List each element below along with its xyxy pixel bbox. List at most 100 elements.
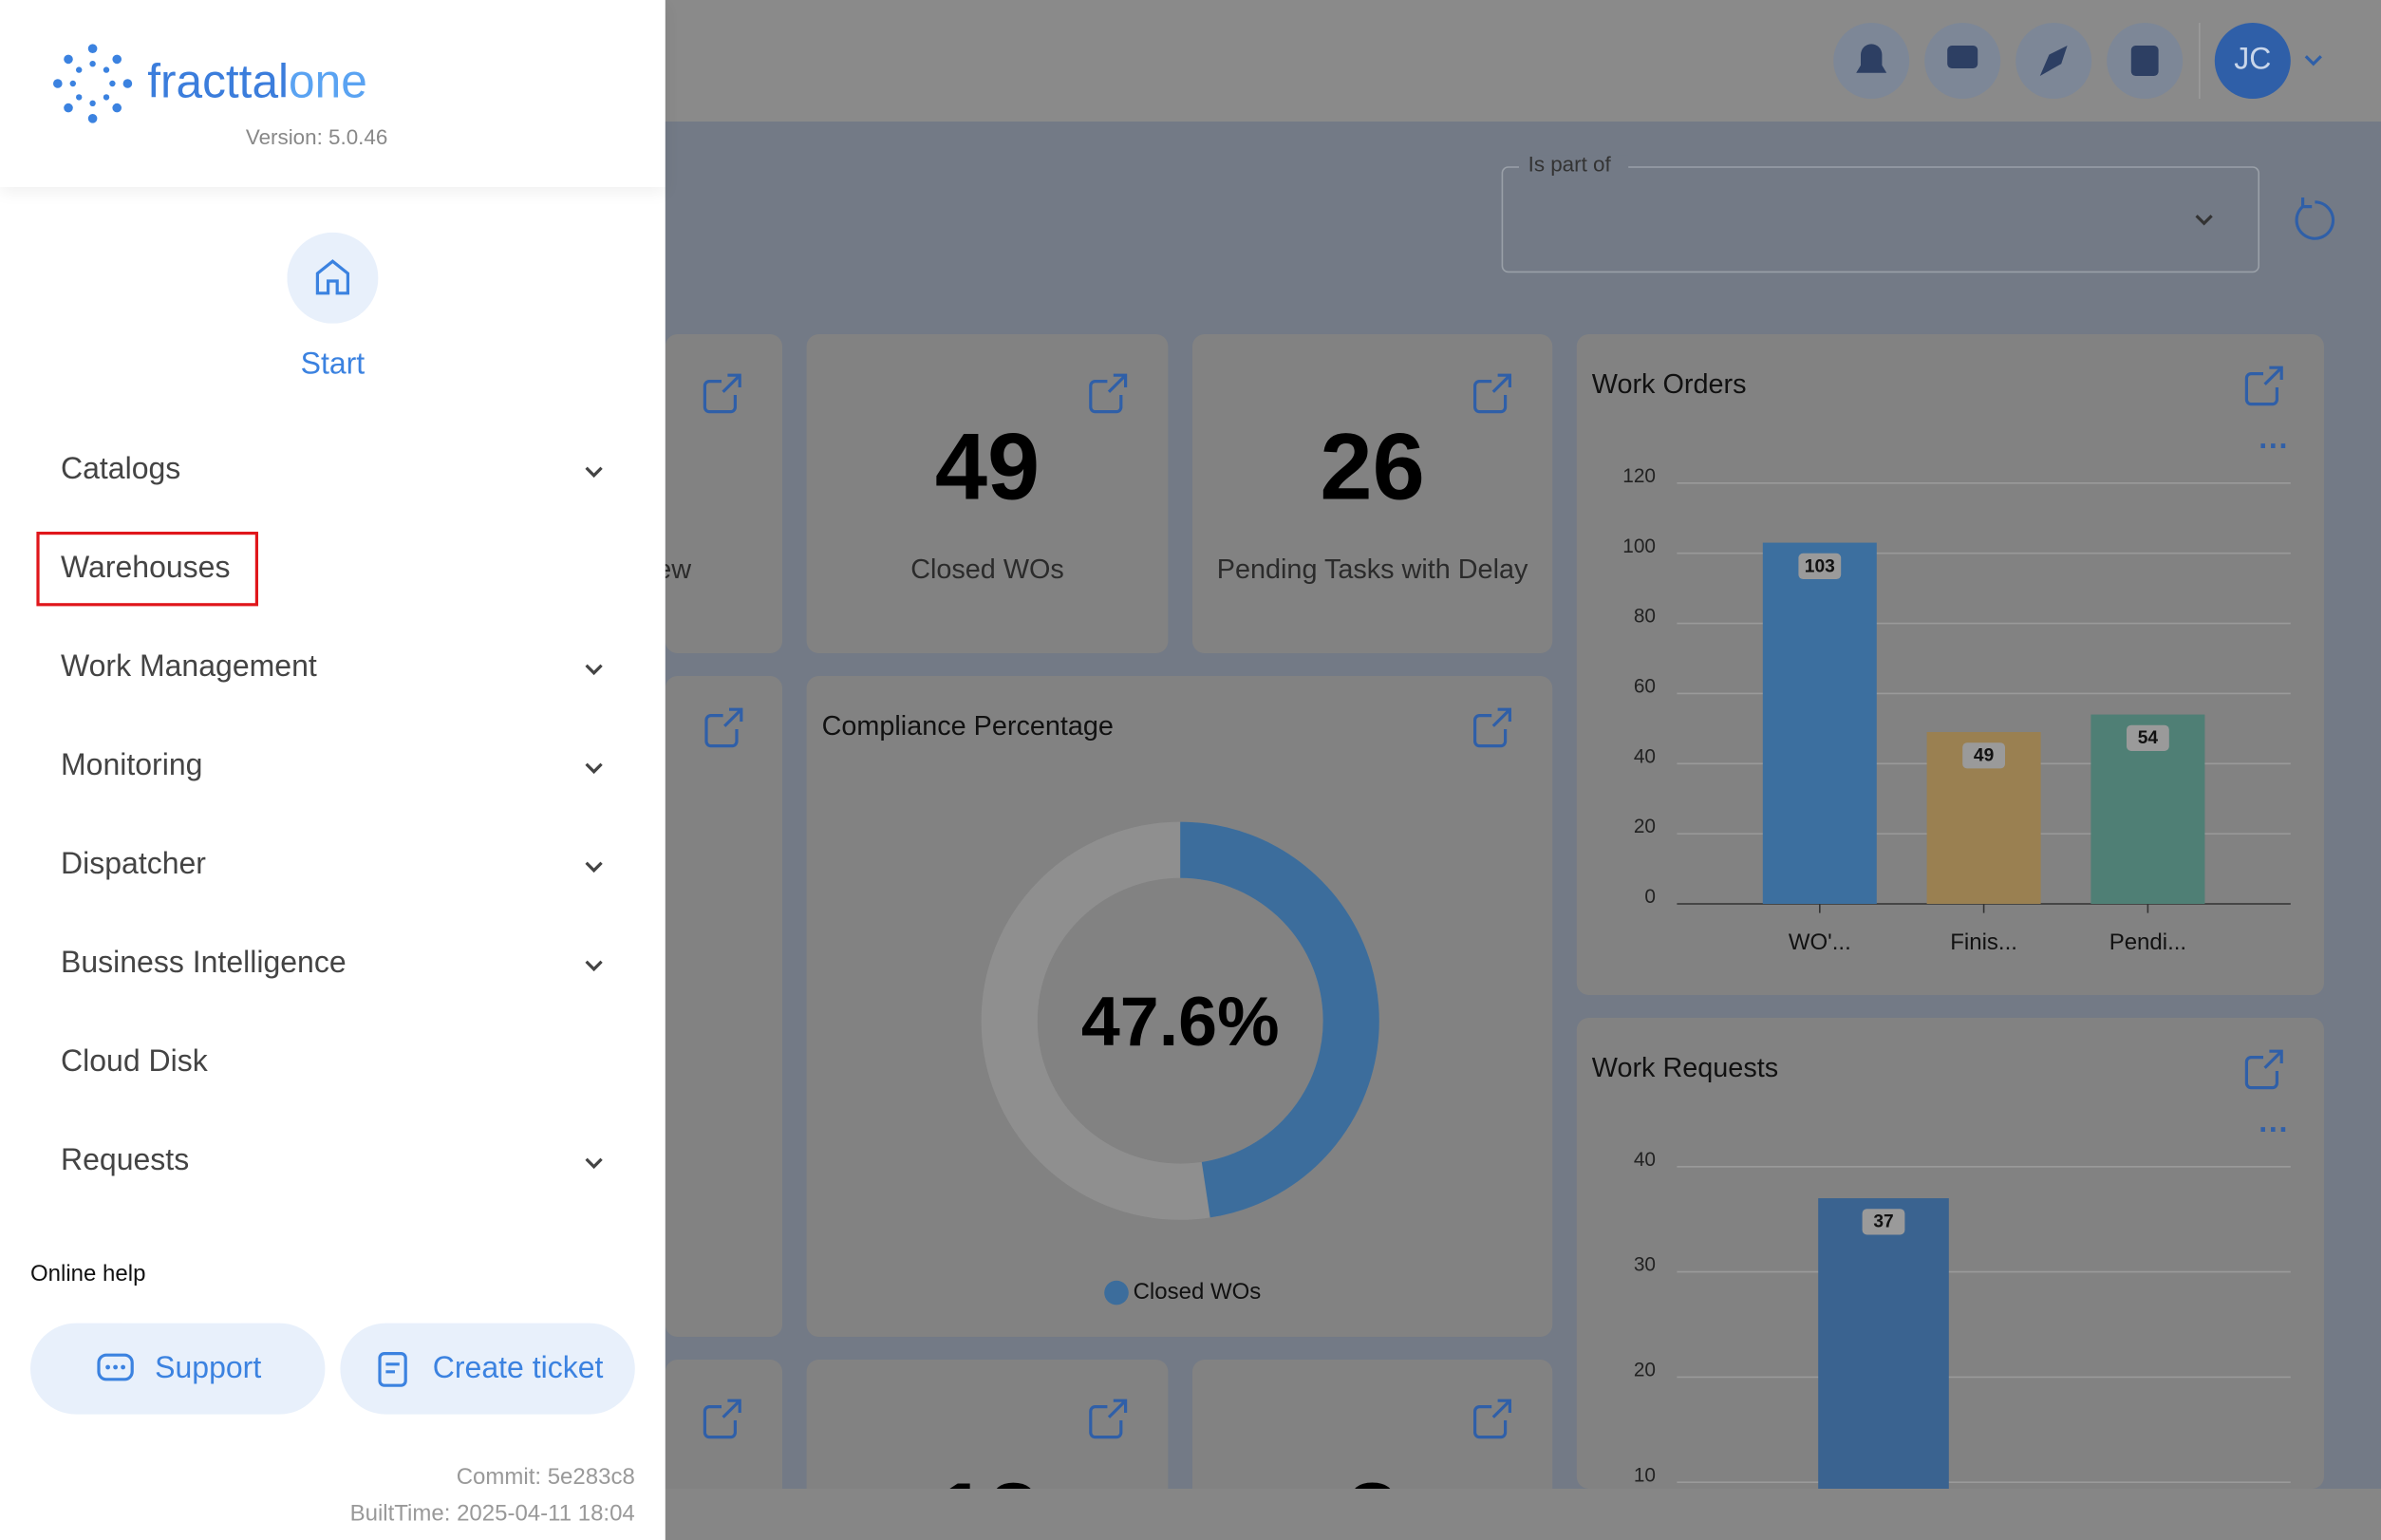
avatar[interactable] [2214, 23, 2291, 99]
dots[interactable]: ··· [2259, 428, 2289, 462]
ticket-icon [378, 1352, 407, 1387]
kpi-value: 49 [935, 414, 1040, 519]
open-icon[interactable] [703, 373, 741, 414]
logo: fracttalone [147, 55, 367, 110]
avatar-chevron[interactable] [2304, 55, 2322, 66]
y-tick-label: 30 [1634, 1254, 1656, 1276]
plot: 0 20 40 60 80 100 120 103 WO'... 49 Finis... 54 Pend… [1622, 465, 2291, 955]
y-tick-label: 20 [1634, 816, 1656, 837]
menu-item[interactable]: Monitoring [61, 748, 203, 782]
icon-glyphs [1856, 44, 2159, 76]
ticket-label: Create ticket [432, 1351, 604, 1385]
open-icon[interactable] [703, 1399, 741, 1439]
chevron-path [585, 762, 603, 775]
kpi-card [1192, 1360, 1553, 1490]
start-label[interactable]: Start [300, 347, 366, 382]
donut-arc [1179, 821, 1379, 1218]
chart-card [1576, 1018, 2324, 1489]
chart-title: Work Orders [1592, 369, 1747, 400]
logo-main: fracttal [147, 54, 290, 108]
value-label-bg [2127, 724, 2169, 751]
chevron-path [585, 466, 603, 479]
donut-label: 47.6% [1081, 982, 1280, 1061]
value-label: 103 [1805, 556, 1835, 576]
chevron-path [585, 960, 603, 972]
menu-item[interactable]: Catalogs [61, 452, 181, 486]
ticket-button[interactable]: Create ticket [340, 1323, 635, 1415]
version: Version: 5.0.46 [245, 124, 388, 149]
y-tick-label: 20 [1634, 1360, 1656, 1381]
y-tick-label: 80 [1634, 606, 1656, 628]
kpi-value: 8 [1346, 1464, 1398, 1540]
value-label: 49 [1974, 746, 1994, 766]
open-icon[interactable] [1473, 707, 1512, 748]
menu-item[interactable]: Work Management [61, 649, 317, 684]
x-tick-label: WO'... [1789, 930, 1851, 955]
refresh[interactable] [2295, 197, 2335, 240]
open-icon[interactable] [1473, 373, 1512, 414]
avatar-initials: JC [2234, 41, 2271, 75]
commit: Commit: 5e283c8 [456, 1464, 635, 1491]
kpi-card [806, 1360, 1169, 1490]
chevron[interactable] [583, 465, 604, 480]
y-tick-label: 40 [1634, 1149, 1656, 1171]
chevron[interactable] [583, 959, 604, 974]
menu-item[interactable]: Cloud Disk [61, 1044, 208, 1079]
filter-label-bg [1519, 155, 1629, 177]
open-icon[interactable] [704, 707, 743, 748]
logo-icon [53, 44, 133, 123]
chevron-path [585, 664, 603, 676]
chart-card [806, 676, 1553, 1337]
y-tick-label: 40 [1634, 745, 1656, 767]
card [665, 676, 782, 1337]
dots[interactable]: ··· [2259, 1112, 2289, 1146]
filter-box[interactable] [1501, 166, 2260, 273]
chart-title: Work Requests [1592, 1053, 1778, 1083]
kpi-label: Pending Tasks with Delay [1217, 554, 1528, 585]
menu-item[interactable]: Warehouses [61, 551, 231, 585]
chevron[interactable] [583, 761, 604, 777]
chevron[interactable] [583, 860, 604, 875]
chevron-path [585, 1157, 603, 1170]
built-time: BuiltTime: 2025-04-11 18:04 [349, 1500, 635, 1527]
start-icon[interactable] [287, 232, 379, 324]
support-button[interactable]: Support [30, 1323, 326, 1415]
menu-item[interactable]: Dispatcher [61, 847, 206, 881]
chevron-path [585, 861, 603, 873]
kpi-card [665, 334, 782, 653]
y-tick-label: 60 [1634, 676, 1656, 698]
legend-label: Closed WOs [1134, 1279, 1262, 1305]
value-label-bg [1962, 742, 2005, 769]
chevron[interactable] [583, 663, 604, 678]
open-icon[interactable] [1089, 1399, 1128, 1439]
value-label: 54 [2138, 728, 2159, 748]
plot: 10 20 30 40 37 [1634, 1149, 2291, 1490]
y-tick-label: 100 [1622, 535, 1656, 557]
help-label: Online help [30, 1261, 146, 1287]
open-icon[interactable] [2244, 366, 2283, 406]
chevron[interactable] [583, 1156, 604, 1172]
highlight [36, 532, 259, 607]
y-tick-label: 120 [1622, 465, 1656, 487]
kpi-card [665, 1360, 782, 1490]
kpi-card [1192, 334, 1553, 653]
open-icon[interactable] [1089, 373, 1128, 414]
open-icon[interactable] [1473, 1399, 1512, 1439]
kpi-value: 26 [1320, 414, 1424, 519]
value-label: 37 [1873, 1212, 1893, 1232]
sidebar: fracttalone Version: 5.0.46 Start Catalo… [0, 0, 666, 1540]
value-label-bg [1862, 1209, 1905, 1235]
bar [1818, 1198, 1949, 1490]
y-tick-label: 10 [1634, 1464, 1656, 1486]
x-tick-label: Finis... [1950, 930, 2017, 955]
kpi-card [806, 334, 1169, 653]
open-icon[interactable] [2244, 1049, 2283, 1090]
menu-item[interactable]: Requests [61, 1143, 190, 1177]
filter-chevron [2195, 215, 2213, 226]
menu-item[interactable]: Business Intelligence [61, 946, 347, 980]
y-tick-label: 0 [1644, 886, 1656, 908]
support-icon [97, 1353, 134, 1381]
